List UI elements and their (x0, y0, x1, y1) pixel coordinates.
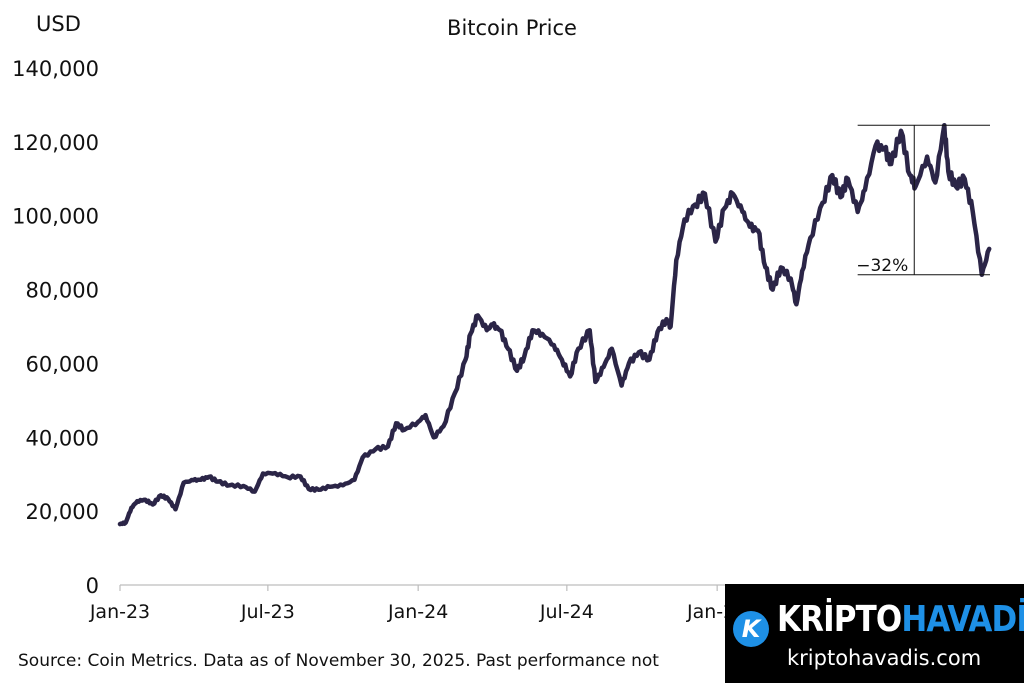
source-note: Source: Coin Metrics. Data as of Novembe… (18, 651, 659, 671)
y-tick-label: 80,000 (26, 279, 99, 303)
drawdown-annotation: −32% (856, 124, 990, 276)
watermark-banner: K KRİPTOHAVADİS kriptohavadis.com (725, 584, 1024, 683)
y-tick-label: 100,000 (12, 205, 99, 229)
y-tick-label: 140,000 (12, 57, 99, 81)
watermark-brand: KRİPTOHAVADİS (777, 599, 1024, 640)
y-tick-label: 120,000 (12, 131, 99, 155)
bitcoin-price-line (117, 122, 992, 527)
y-axis-tick-labels: 0 20,000 40,000 60,000 80,000 100,000 120,000 1… (12, 57, 99, 598)
watermark-brand-part2: HAVADİS (901, 599, 1024, 640)
x-tick-label: Jan-23 (89, 601, 150, 623)
y-tick-label: 40,000 (26, 426, 99, 450)
x-axis-ticks: Jan-23 Jul-23 Jan-24 Jul-24 Jan-25 (89, 585, 747, 623)
watermark-url: kriptohavadis.com (787, 646, 982, 670)
x-tick-label: Jul-23 (240, 601, 295, 623)
y-tick-label: 60,000 (26, 352, 99, 376)
y-tick-label: 0 (86, 574, 99, 598)
drawdown-label: −32% (856, 256, 908, 276)
chart-title: Bitcoin Price (447, 16, 577, 40)
x-tick-label: Jan-24 (387, 601, 448, 623)
x-tick-label: Jul-24 (539, 601, 594, 623)
watermark-logo-icon: K (733, 611, 769, 647)
y-tick-label: 20,000 (26, 500, 99, 524)
watermark-brand-part1: KRİPTO (777, 599, 902, 640)
y-axis-unit-label: USD (36, 12, 81, 36)
